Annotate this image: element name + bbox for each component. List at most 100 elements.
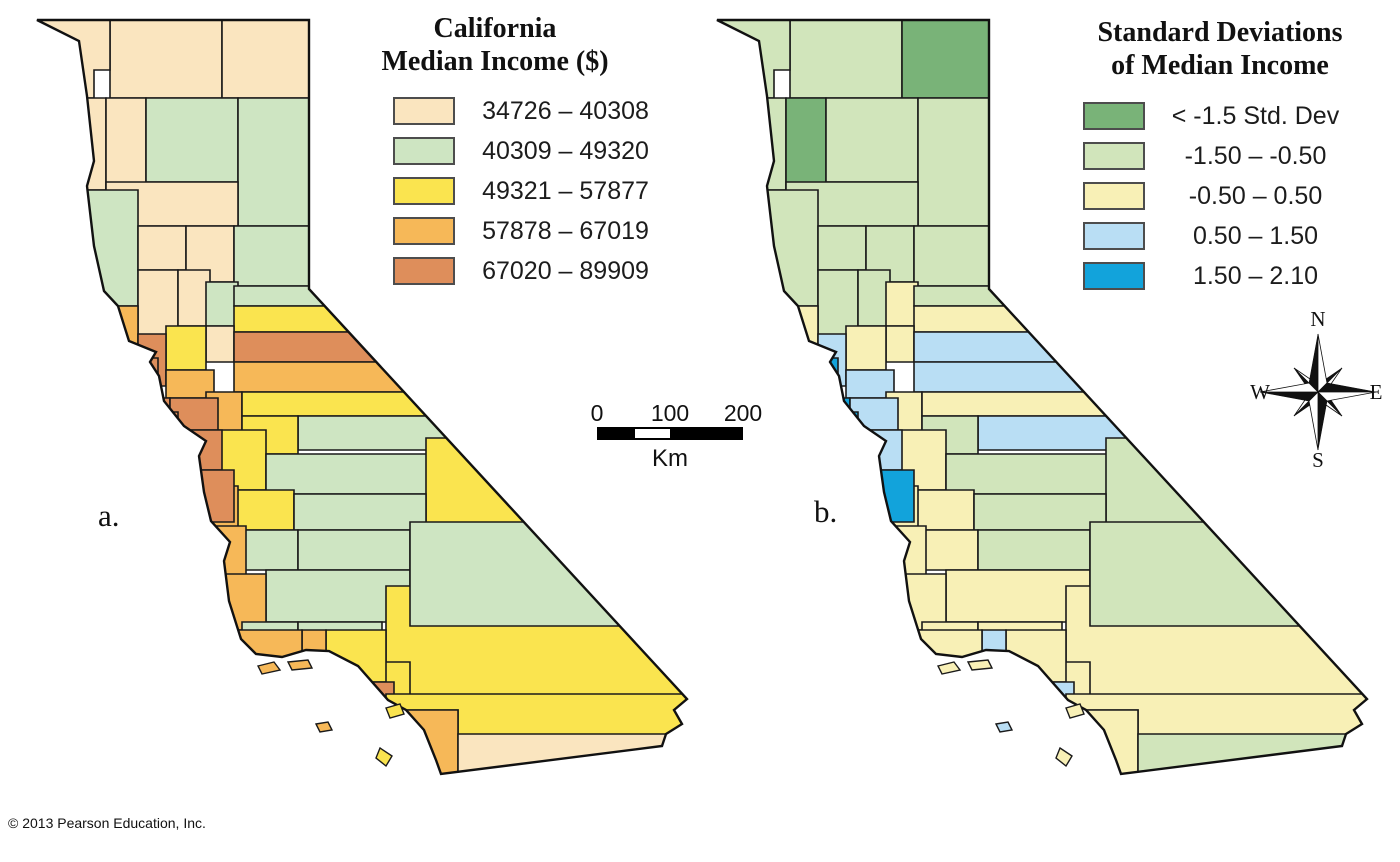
scale-bar: 0 100 200 Km xyxy=(588,400,763,484)
legend-a-row-3: 49321 – 57877 xyxy=(393,177,663,205)
county-humboldt xyxy=(745,97,787,191)
county-mariposa xyxy=(293,493,427,531)
county-madera xyxy=(297,529,411,571)
county-sandiego xyxy=(1069,709,1139,774)
county-mono xyxy=(1105,437,1248,531)
county-stanislaus xyxy=(909,489,975,531)
legend-a-label-2: 40309 – 49320 xyxy=(482,136,649,165)
county-lassen xyxy=(237,97,315,227)
county-shasta xyxy=(145,97,239,183)
county-marin xyxy=(121,357,159,395)
scale-bar-white-segment xyxy=(635,429,670,438)
county-eldorado xyxy=(913,361,1091,393)
county-sutter xyxy=(885,325,915,363)
county-eldorado xyxy=(233,361,411,393)
legend-b-swatch-3 xyxy=(1083,182,1145,210)
legend-b-row-3: -0.50 – 0.50 xyxy=(1083,182,1353,210)
legend-a-swatch-3 xyxy=(393,177,455,205)
county-sonoma xyxy=(769,305,819,387)
legend-a-label-1: 34726 – 40308 xyxy=(482,96,649,125)
compass-star-icon xyxy=(1259,333,1377,451)
legend-b-swatch-5 xyxy=(1083,262,1145,290)
legend-b-title-line1: Standard Deviations xyxy=(1097,17,1343,48)
island-san_clemente_island xyxy=(1055,746,1073,768)
legend-a-row-2: 40309 – 49320 xyxy=(393,137,663,165)
county-tuolumne xyxy=(265,453,447,495)
county-mariposa xyxy=(973,493,1107,531)
county-madera xyxy=(977,529,1091,571)
compass-north-label: N xyxy=(1310,307,1325,331)
map-california-median-income xyxy=(14,6,714,806)
county-mendocino xyxy=(73,189,139,307)
county-inyo xyxy=(1089,521,1328,627)
scale-bar-rule xyxy=(597,427,743,440)
county-inyo xyxy=(409,521,648,627)
county-sandiego xyxy=(389,709,459,774)
legend-a: 34726 – 40308 40309 – 49320 49321 – 57877 5… xyxy=(393,97,663,297)
legend-b-label-5: 1.50 – 2.10 xyxy=(1192,261,1319,290)
copyright-notice: © 2013 Pearson Education, Inc. xyxy=(8,815,206,831)
legend-b-label-4: 0.50 – 1.50 xyxy=(1192,221,1319,250)
compass-west-label: W xyxy=(1250,380,1270,404)
compass-south-label: S xyxy=(1312,448,1324,472)
county-stanislaus xyxy=(229,489,295,531)
county-sonoma xyxy=(89,305,139,387)
panel-a-label: a. xyxy=(98,498,120,533)
county-mendocino xyxy=(753,189,819,307)
legend-b-label-1: < -1.5 Std. Dev xyxy=(1171,101,1340,130)
legend-b-swatch-2 xyxy=(1083,142,1145,170)
legend-b-row-4: 0.50 – 1.50 xyxy=(1083,222,1353,250)
legend-a-swatch-2 xyxy=(393,137,455,165)
legend-b-title: Standard Deviations of Median Income xyxy=(1055,16,1385,82)
county-siskiyou xyxy=(789,20,903,99)
legend-a-label-5: 67020 – 89909 xyxy=(482,256,649,285)
county-humboldt xyxy=(65,97,107,191)
county-modoc xyxy=(901,20,995,99)
county-marin xyxy=(801,357,839,395)
island-santa_catalina_island xyxy=(385,703,405,719)
legend-a-swatch-1 xyxy=(393,97,455,125)
legend-b-label-3: -0.50 – 0.50 xyxy=(1188,181,1323,210)
county-plumas xyxy=(233,225,315,287)
compass-east-label: E xyxy=(1370,380,1383,404)
legend-a-title-line1: California xyxy=(433,13,557,44)
legend-a-label-3: 49321 – 57877 xyxy=(482,176,649,205)
county-plumas xyxy=(913,225,995,287)
island-san_clemente_island xyxy=(375,746,393,768)
map-std-deviations xyxy=(694,6,1394,806)
island-santa_catalina_island xyxy=(1065,703,1085,719)
legend-b-row-1: < -1.5 Std. Dev xyxy=(1083,102,1353,130)
legend-a-row-4: 57878 – 67019 xyxy=(393,217,663,245)
scale-tick-200: 200 xyxy=(723,400,763,426)
legend-b: < -1.5 Std. Dev -1.50 – -0.50 -0.50 – 0.50… xyxy=(1083,102,1353,302)
legend-b-swatch-4 xyxy=(1083,222,1145,250)
county-sutter xyxy=(205,325,235,363)
county-placer xyxy=(913,331,1063,363)
county-modoc xyxy=(221,20,315,99)
county-yolo xyxy=(845,325,887,371)
panel-b-label: b. xyxy=(814,494,838,529)
county-placer xyxy=(233,331,383,363)
county-santacruz xyxy=(825,457,875,491)
county-tuolumne xyxy=(945,453,1127,495)
island-san_nicolas_island xyxy=(314,721,334,733)
county-yolo xyxy=(165,325,207,371)
legend-a-title: California Median Income ($) xyxy=(350,12,640,78)
legend-b-label-2: -1.50 – -0.50 xyxy=(1184,141,1327,170)
county-santaclara xyxy=(861,469,915,523)
island-santa_rosa_island xyxy=(936,661,962,675)
compass-rose: N S W E xyxy=(1250,307,1383,472)
legend-b-swatch-1 xyxy=(1083,102,1145,130)
county-trinity xyxy=(105,97,147,191)
legend-a-label-4: 57878 – 67019 xyxy=(482,216,649,245)
legend-a-row-1: 34726 – 40308 xyxy=(393,97,663,125)
county-lassen xyxy=(917,97,995,227)
county-mono xyxy=(425,437,568,531)
legend-a-swatch-4 xyxy=(393,217,455,245)
state-outline xyxy=(36,18,689,776)
island-santa_rosa_island xyxy=(256,661,282,675)
state-outline xyxy=(716,18,1369,776)
county-santaclara xyxy=(181,469,235,523)
legend-b-title-line2: of Median Income xyxy=(1111,50,1329,81)
